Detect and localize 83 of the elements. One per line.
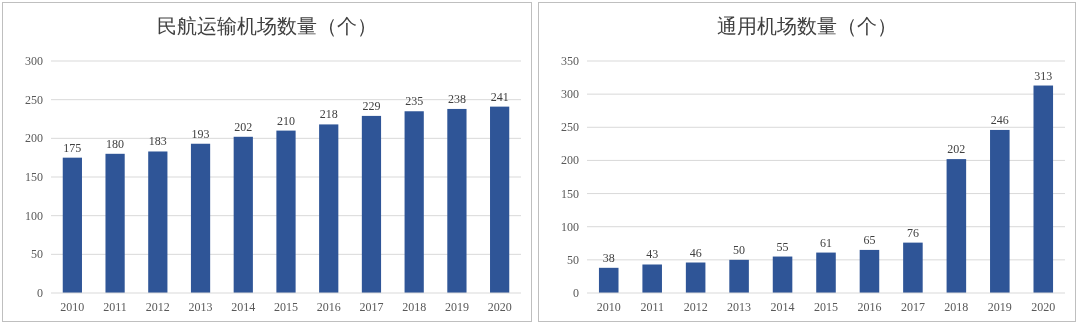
y-tick-label: 250 bbox=[561, 120, 579, 135]
data-label: 55 bbox=[776, 239, 789, 254]
data-label: 229 bbox=[362, 98, 381, 113]
x-tick-label: 2010 bbox=[596, 300, 621, 314]
x-tick-label: 2014 bbox=[231, 300, 256, 314]
x-tick-label: 2014 bbox=[770, 300, 795, 314]
y-tick-label: 200 bbox=[561, 153, 579, 168]
y-tick-label: 350 bbox=[561, 54, 579, 68]
x-tick-label: 2019 bbox=[444, 300, 469, 314]
data-label: 218 bbox=[319, 107, 338, 122]
data-label: 238 bbox=[447, 91, 466, 106]
y-tick-label: 300 bbox=[561, 87, 579, 102]
x-tick-label: 2015 bbox=[814, 300, 838, 314]
x-tick-label: 2017 bbox=[359, 300, 384, 314]
chart-title: 民航运输机场数量（个） bbox=[157, 15, 377, 37]
x-tick-label: 2020 bbox=[1031, 300, 1056, 314]
data-label: 50 bbox=[733, 242, 746, 257]
bar bbox=[990, 129, 1010, 293]
y-tick-label: 0 bbox=[573, 286, 579, 300]
y-tick-label: 100 bbox=[561, 219, 579, 234]
x-tick-label: 2013 bbox=[188, 300, 213, 314]
data-label: 235 bbox=[405, 94, 424, 109]
bar bbox=[816, 252, 836, 293]
bar bbox=[105, 153, 125, 293]
data-label: 61 bbox=[820, 235, 832, 250]
bar bbox=[859, 249, 880, 293]
bar bbox=[447, 108, 467, 293]
bar bbox=[946, 159, 967, 293]
x-tick-label: 2010 bbox=[60, 300, 85, 314]
y-tick-label: 200 bbox=[25, 131, 43, 146]
x-tick-label: 2020 bbox=[487, 300, 512, 314]
bar bbox=[729, 259, 749, 293]
x-tick-label: 2012 bbox=[683, 300, 708, 314]
y-tick-label: 150 bbox=[25, 170, 43, 184]
x-tick-label: 2015 bbox=[274, 300, 298, 314]
bar bbox=[685, 262, 706, 293]
x-tick-label: 2012 bbox=[145, 300, 170, 314]
data-label: 241 bbox=[490, 89, 509, 104]
bar bbox=[772, 256, 793, 293]
bar bbox=[598, 267, 619, 293]
y-tick-label: 100 bbox=[25, 208, 43, 223]
data-label: 76 bbox=[906, 225, 919, 240]
bar bbox=[490, 106, 510, 293]
x-tick-label: 2011 bbox=[640, 300, 664, 314]
y-tick-label: 50 bbox=[31, 247, 43, 262]
y-tick-label: 0 bbox=[37, 286, 43, 300]
bar bbox=[404, 111, 424, 293]
data-label: 313 bbox=[1034, 68, 1053, 83]
bar bbox=[233, 136, 253, 293]
bar bbox=[361, 115, 382, 293]
x-tick-label: 2013 bbox=[727, 300, 752, 314]
data-label: 38 bbox=[602, 250, 615, 265]
data-label: 246 bbox=[990, 112, 1009, 127]
x-tick-label: 2019 bbox=[987, 300, 1012, 314]
data-label: 65 bbox=[863, 232, 876, 247]
y-tick-label: 50 bbox=[567, 252, 579, 267]
data-label: 202 bbox=[947, 142, 966, 157]
y-tick-label: 250 bbox=[25, 92, 43, 107]
data-label: 193 bbox=[191, 126, 210, 141]
chart-title: 通用机场数量（个） bbox=[717, 15, 897, 37]
x-tick-label: 2011 bbox=[103, 300, 127, 314]
bar bbox=[148, 151, 168, 293]
x-tick-label: 2018 bbox=[402, 300, 427, 314]
bar bbox=[62, 157, 82, 293]
bar bbox=[1033, 85, 1054, 293]
data-label: 183 bbox=[148, 134, 167, 149]
x-tick-label: 2018 bbox=[944, 300, 969, 314]
data-label: 46 bbox=[689, 245, 702, 260]
bar bbox=[903, 242, 923, 293]
data-label: 175 bbox=[63, 140, 82, 155]
x-tick-label: 2017 bbox=[900, 300, 925, 314]
x-tick-label: 2016 bbox=[857, 300, 882, 314]
y-tick-label: 150 bbox=[561, 186, 579, 201]
x-tick-label: 2016 bbox=[316, 300, 341, 314]
data-label: 43 bbox=[646, 247, 659, 262]
y-tick-label: 300 bbox=[25, 54, 43, 68]
bar bbox=[276, 130, 296, 293]
bar bbox=[642, 264, 662, 293]
bar bbox=[319, 124, 339, 293]
data-label: 202 bbox=[234, 119, 253, 134]
data-label: 210 bbox=[277, 113, 295, 128]
data-label: 180 bbox=[106, 136, 125, 151]
bar bbox=[190, 143, 211, 293]
